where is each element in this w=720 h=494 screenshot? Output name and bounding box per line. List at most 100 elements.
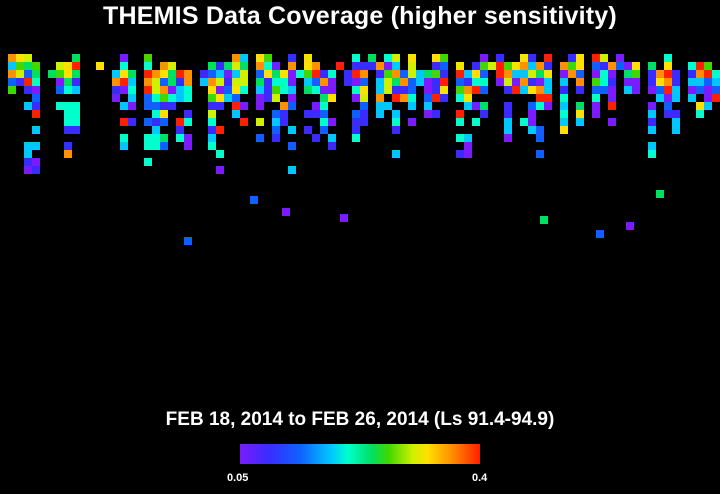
coverage-cell (64, 86, 72, 94)
coverage-cell (304, 70, 312, 78)
coverage-cell (328, 142, 336, 150)
coverage-cell (576, 102, 584, 110)
coverage-cell (472, 62, 480, 70)
coverage-cell (24, 54, 32, 62)
coverage-cell (440, 86, 448, 94)
coverage-cell (544, 102, 552, 110)
coverage-cell (176, 78, 184, 86)
coverage-cell (704, 70, 712, 78)
coverage-cell (256, 134, 264, 142)
coverage-cell (64, 110, 72, 118)
coverage-cell (352, 118, 360, 126)
coverage-cell (168, 70, 176, 78)
coverage-cell (240, 102, 248, 110)
coverage-cell (160, 134, 168, 142)
coverage-cell (392, 150, 400, 158)
coverage-cell (632, 78, 640, 86)
coverage-cell (536, 102, 544, 110)
coverage-cell (200, 70, 208, 78)
coverage-cell (560, 70, 568, 78)
coverage-cell (282, 208, 290, 216)
coverage-cell (8, 62, 16, 70)
coverage-cell (216, 126, 224, 134)
coverage-cell (384, 70, 392, 78)
coverage-cell (328, 94, 336, 102)
date-range-label: FEB 18, 2014 to FEB 26, 2014 (Ls 91.4-94… (165, 409, 555, 430)
coverage-cell (576, 62, 584, 70)
coverage-cell (648, 118, 656, 126)
coverage-cell (712, 70, 720, 78)
coverage-cell (352, 86, 360, 94)
coverage-cell (520, 118, 528, 126)
coverage-cell (632, 70, 640, 78)
coverage-cell (160, 94, 168, 102)
coverage-cell (120, 70, 128, 78)
coverage-cell (688, 94, 696, 102)
coverage-cell (472, 78, 480, 86)
coverage-cell (432, 110, 440, 118)
coverage-cell (232, 54, 240, 62)
coverage-cell (32, 166, 40, 174)
coverage-cell (288, 70, 296, 78)
coverage-cell (72, 102, 80, 110)
coverage-cell (528, 126, 536, 134)
coverage-cell (312, 62, 320, 70)
coverage-cell (480, 62, 488, 70)
coverage-cell (544, 70, 552, 78)
coverage-cell (240, 54, 248, 62)
coverage-cell (144, 78, 152, 86)
coverage-cell (360, 86, 368, 94)
coverage-cell (592, 78, 600, 86)
coverage-cell (56, 70, 64, 78)
coverage-cell (672, 110, 680, 118)
coverage-cell (384, 86, 392, 94)
coverage-cell (232, 94, 240, 102)
coverage-cell (304, 54, 312, 62)
coverage-cell (528, 62, 536, 70)
coverage-cell (464, 102, 472, 110)
coverage-cell (120, 62, 128, 70)
coverage-cell (336, 62, 344, 70)
coverage-cell (600, 62, 608, 70)
coverage-cell (24, 142, 32, 150)
coverage-cell (160, 78, 168, 86)
coverage-cell (392, 110, 400, 118)
coverage-cell (352, 94, 360, 102)
coverage-cell (152, 70, 160, 78)
coverage-cell (256, 70, 264, 78)
coverage-cell (536, 150, 544, 158)
coverage-cell (504, 86, 512, 94)
coverage-cell (544, 78, 552, 86)
coverage-cell (504, 102, 512, 110)
coverage-cell (408, 62, 416, 70)
coverage-cell (464, 94, 472, 102)
coverage-cell (624, 62, 632, 70)
coverage-cell (656, 190, 664, 198)
coverage-cell (480, 110, 488, 118)
coverage-cell (632, 62, 640, 70)
coverage-cell (24, 86, 32, 94)
coverage-cell (312, 70, 320, 78)
coverage-cell (304, 110, 312, 118)
coverage-cell (208, 142, 216, 150)
coverage-cell (432, 78, 440, 86)
coverage-cell (440, 94, 448, 102)
coverage-cell (296, 70, 304, 78)
coverage-cell (216, 150, 224, 158)
coverage-cell (24, 70, 32, 78)
coverage-cell (120, 142, 128, 150)
coverage-cell (240, 86, 248, 94)
coverage-cell (328, 78, 336, 86)
coverage-cell (496, 78, 504, 86)
coverage-cell (600, 86, 608, 94)
coverage-cell (512, 62, 520, 70)
coverage-cell (672, 94, 680, 102)
coverage-cell (64, 118, 72, 126)
coverage-cell (184, 134, 192, 142)
coverage-cell (72, 62, 80, 70)
coverage-cell (96, 62, 104, 70)
coverage-cell (656, 70, 664, 78)
coverage-cell (272, 118, 280, 126)
coverage-cell (360, 62, 368, 70)
coverage-cell (56, 86, 64, 94)
